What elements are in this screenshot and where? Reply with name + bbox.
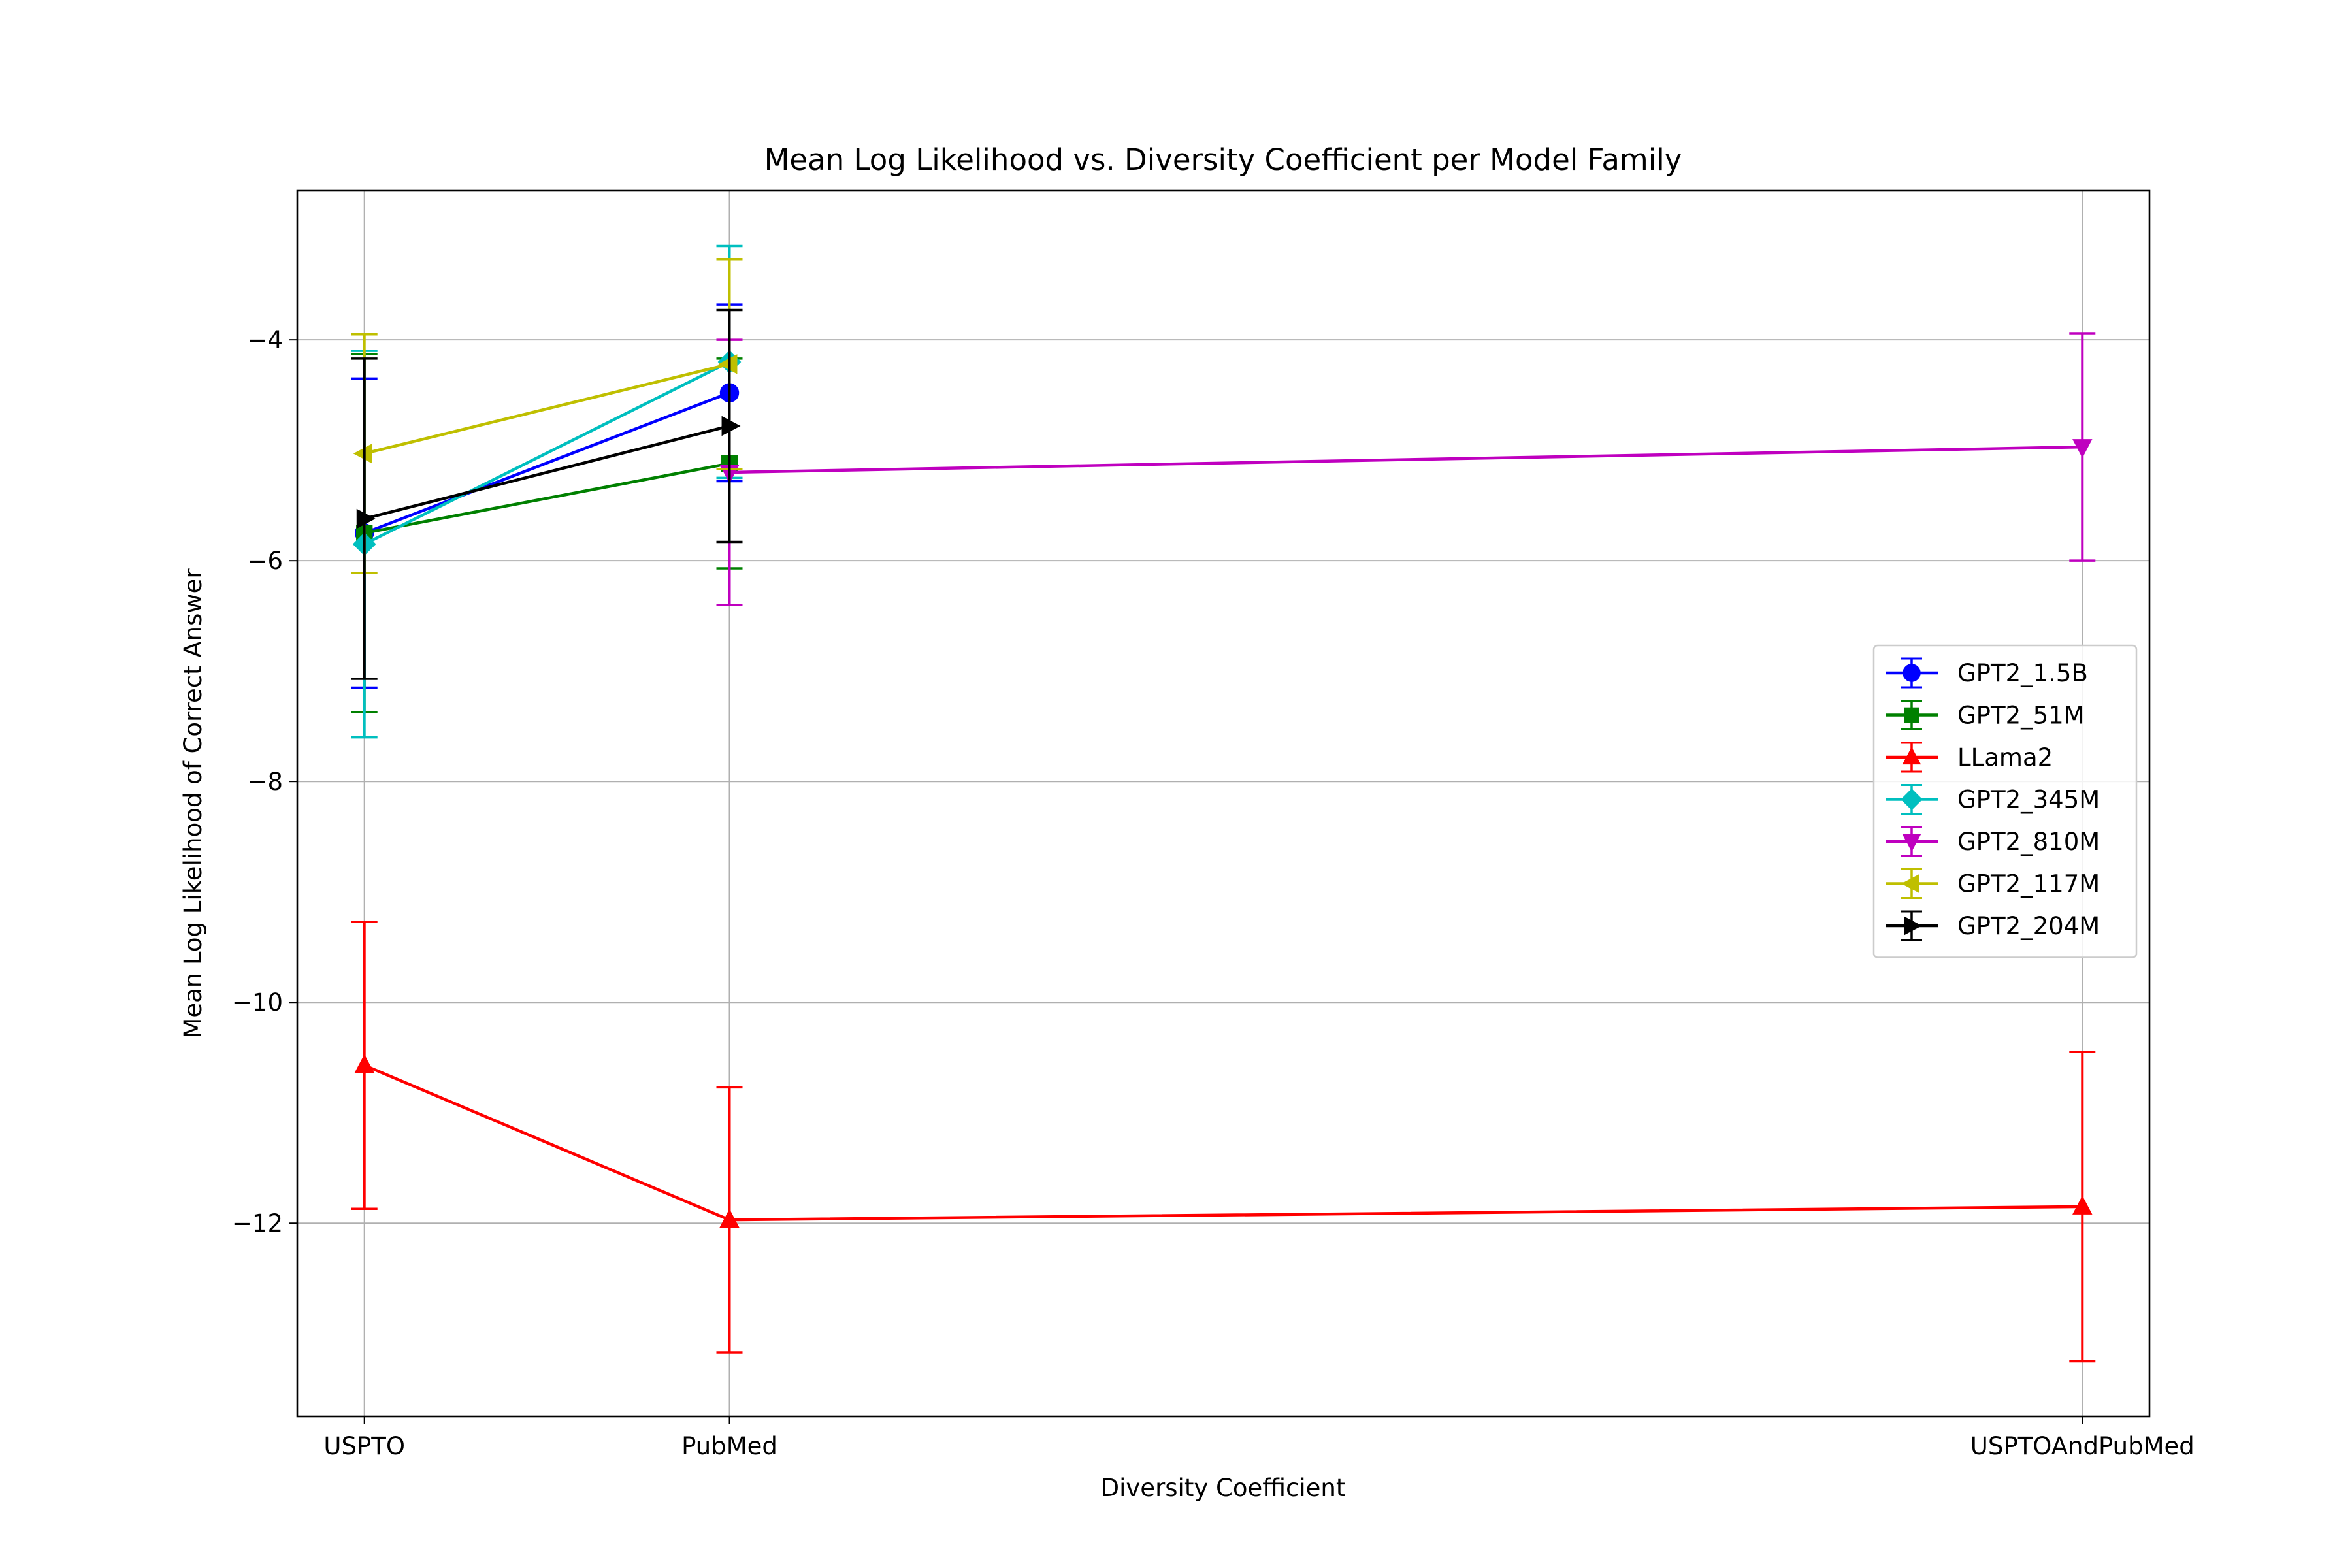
legend-label: GPT2_810M — [1957, 828, 2100, 856]
x-tick-label: USPTO — [323, 1432, 405, 1460]
legend-label: GPT2_204M — [1957, 912, 2100, 940]
x-tick-label: PubMed — [681, 1432, 777, 1460]
y-tick-label: −4 — [247, 326, 283, 354]
series-line — [364, 363, 730, 455]
y-axis-title: Mean Log Likelihood of Correct Answer — [179, 568, 207, 1039]
data-point — [719, 1209, 740, 1228]
data-point — [354, 1054, 374, 1073]
legend-label: GPT2_117M — [1957, 870, 2100, 898]
data-point — [2072, 439, 2093, 459]
x-tick-label: USPTOAndPubMed — [1970, 1432, 2195, 1460]
data-point — [2072, 1195, 2093, 1215]
legend-item-gpt2-345m: GPT2_345M — [1886, 784, 2100, 815]
data-point — [353, 443, 372, 464]
data-point — [721, 416, 741, 436]
chart-title: Mean Log Likelihood vs. Diversity Coeffi… — [764, 142, 1682, 177]
legend-item-gpt2-204m: GPT2_204M — [1886, 910, 2100, 941]
data-point — [718, 354, 738, 374]
legend-label: LLama2 — [1957, 743, 2053, 772]
legend-box — [1872, 644, 2138, 958]
legend-label: GPT2_1.5B — [1957, 659, 2088, 687]
legend-label: GPT2_345M — [1957, 786, 2100, 814]
legend-label: GPT2_51M — [1957, 702, 2085, 730]
legend-marker — [1903, 664, 1921, 682]
y-tick-label: −12 — [232, 1209, 283, 1237]
legend-marker — [1902, 747, 1921, 765]
legend-marker — [1904, 916, 1922, 936]
series-line — [363, 391, 730, 535]
x-axis-title: Diversity Coefficient — [1101, 1474, 1346, 1502]
plot-frame — [296, 189, 2151, 1418]
y-tick-label: −6 — [247, 547, 283, 575]
series-line — [363, 360, 730, 546]
legend-item-gpt2-51m: GPT2_51M — [1886, 700, 2085, 730]
axis-ticks: USPTO PubMed USPTOAndPubMed −12 −10 −8 −6 −4 — [232, 326, 2195, 1460]
series-gpt2-204m — [351, 308, 743, 680]
series-line — [364, 462, 730, 535]
series-llama2 — [351, 921, 2096, 1363]
y-tick-label: −8 — [247, 768, 283, 796]
legend-marker — [1904, 707, 1919, 723]
legend-marker — [1902, 834, 1921, 852]
legend-item-gpt2-117m: GPT2_117M — [1886, 868, 2100, 899]
y-tick-label: −10 — [232, 988, 283, 1017]
legend-item-gpt2-810m: GPT2_810M — [1886, 826, 2100, 857]
series-layer — [351, 244, 2096, 1363]
data-point — [356, 508, 376, 529]
legend-item-llama2: LLama2 — [1886, 742, 2053, 773]
series-line — [729, 445, 2083, 474]
series-line — [364, 424, 730, 521]
legend-marker — [1901, 874, 1919, 893]
legend-marker — [1901, 788, 1923, 811]
legend: GPT2_1.5B GPT2_51M LLama2 GPT2_345M GPT2_810… — [1872, 644, 2138, 958]
legend-item-gpt2-1-5b: GPT2_1.5B — [1886, 657, 2088, 689]
